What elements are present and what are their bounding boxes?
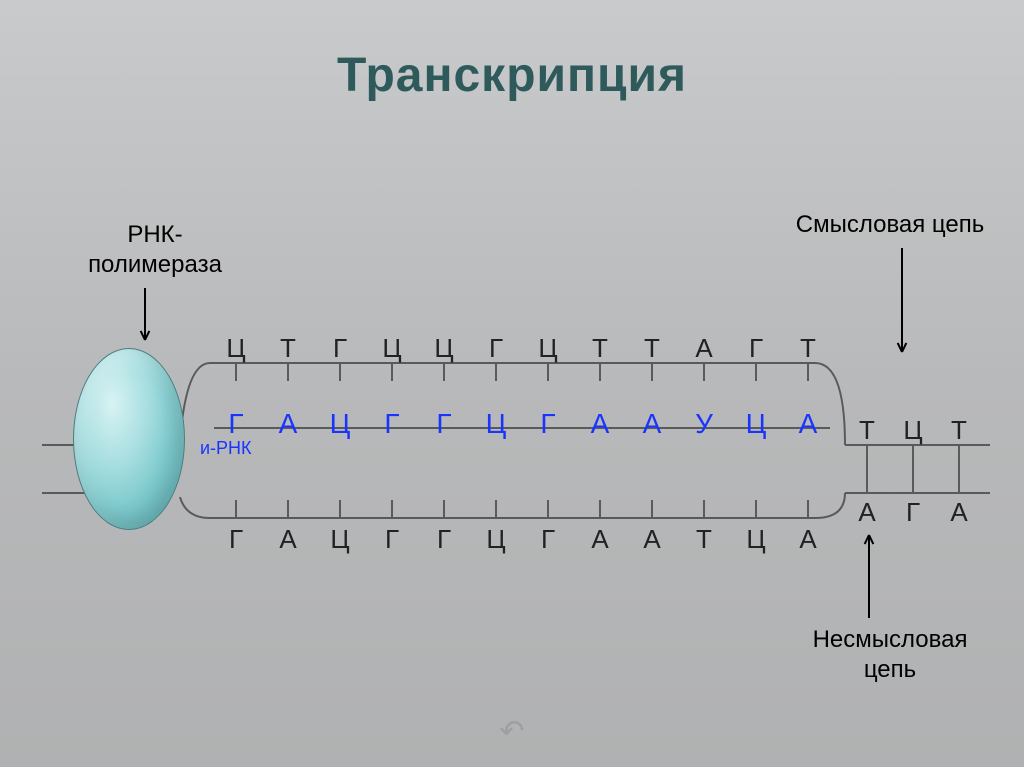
bases-bottom-base: Г [437,524,451,555]
bases-bottom-base: А [591,524,608,555]
bases-bottom-base: Ц [746,524,765,555]
bases-bottom-base: А [643,524,660,555]
bases-rna-base: А [279,408,298,440]
bases-top-base: Ц [226,333,245,364]
bases-top-base: Т [592,333,608,364]
bases-right-bottom-base: Г [906,497,920,528]
rna-polymerase-shape [73,348,185,530]
bases-rna-base: Г [436,408,451,440]
bases-bottom-base: Т [696,524,712,555]
bases-bottom-base: Г [541,524,555,555]
bases-top-base: Т [800,333,816,364]
back-arrow-icon: ↶ [499,714,524,749]
bases-bottom-base: Г [229,524,243,555]
bases-rna-base: Г [540,408,555,440]
bases-bottom-base: Ц [486,524,505,555]
bases-top-base: Г [749,333,763,364]
bases-right-bottom-base: А [858,497,875,528]
bases-top-base: Т [644,333,660,364]
bases-bottom-base: А [799,524,816,555]
bases-rna-base: Г [228,408,243,440]
bases-bottom-base: А [279,524,296,555]
bases-rna-base: Ц [330,408,351,440]
bases-rna-base: Ц [746,408,767,440]
bases-bottom-base: Ц [330,524,349,555]
bases-top-base: Г [333,333,347,364]
bases-right-top-base: Т [951,415,967,446]
bases-rna-base: А [643,408,662,440]
bases-right-top-base: Ц [903,415,922,446]
bases-right-top-base: Т [859,415,875,446]
bases-top-base: Ц [434,333,453,364]
bases-bottom-base: Г [385,524,399,555]
bases-rna-base: А [591,408,610,440]
bases-right-bottom-base: А [950,497,967,528]
bases-top-base: Ц [382,333,401,364]
bases-rna-base: Ц [486,408,507,440]
bases-rna-base: У [695,408,713,440]
bases-top-base: А [695,333,712,364]
bases-top-base: Т [280,333,296,364]
bases-rna-base: А [799,408,818,440]
bases-rna-base: Г [384,408,399,440]
bases-top-base: Ц [538,333,557,364]
bases-top-base: Г [489,333,503,364]
